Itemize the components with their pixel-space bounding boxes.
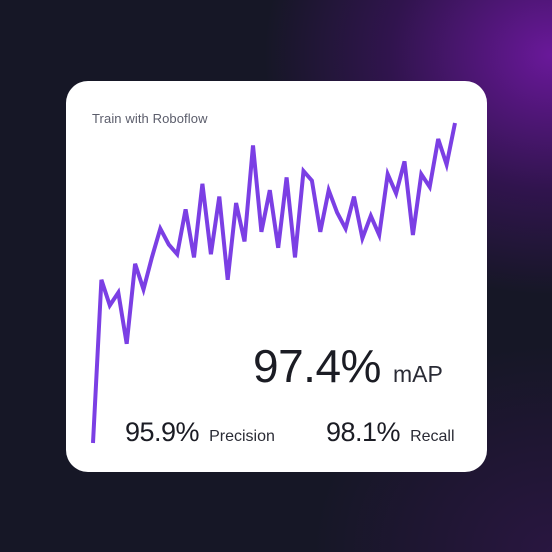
card-title: Train with Roboflow (92, 111, 208, 126)
map-metric: 97.4% mAP (253, 339, 443, 393)
precision-value: 95.9% (125, 417, 200, 447)
recall-value: 98.1% (326, 417, 401, 447)
map-label: mAP (392, 361, 443, 387)
training-card: Train with Roboflow 97.4% mAP 95.9% Prec… (66, 81, 487, 472)
training-metric-chart (91, 122, 457, 444)
precision-label: Precision (209, 428, 275, 445)
recall-metric: 98.1% Recall (326, 417, 455, 448)
chart-series-line (91, 122, 457, 444)
recall-label: Recall (410, 428, 455, 445)
precision-metric: 95.9% Precision (125, 417, 275, 448)
map-value: 97.4% (253, 340, 381, 392)
